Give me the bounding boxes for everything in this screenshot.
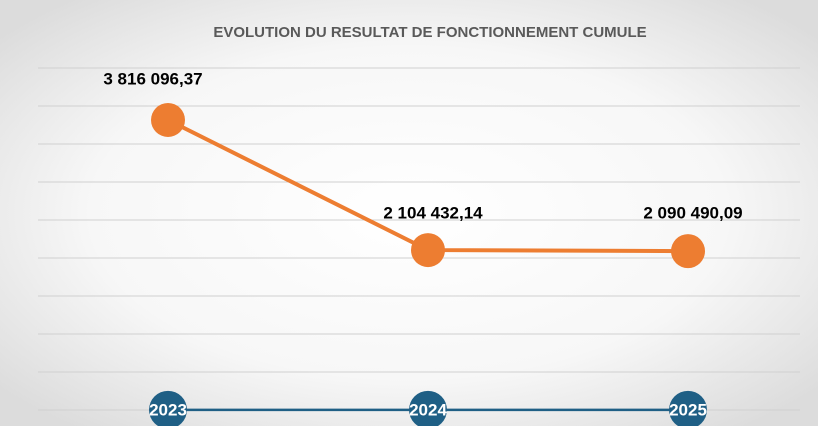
point <box>409 390 447 426</box>
point <box>671 234 705 269</box>
point <box>411 233 445 268</box>
data-label: 2024 <box>409 400 447 419</box>
point <box>151 102 185 137</box>
point <box>149 390 187 426</box>
data-label: 2 090 490,09 <box>643 203 742 222</box>
chart-title: EVOLUTION DU RESULTAT DE FONCTIONNEMENT … <box>213 24 646 41</box>
data-label: 3 816 096,37 <box>103 69 202 88</box>
data-label: 2023 <box>149 400 187 419</box>
data-label: 2025 <box>669 400 707 419</box>
data-label: 2 104 432,14 <box>383 203 483 222</box>
point <box>669 390 707 426</box>
